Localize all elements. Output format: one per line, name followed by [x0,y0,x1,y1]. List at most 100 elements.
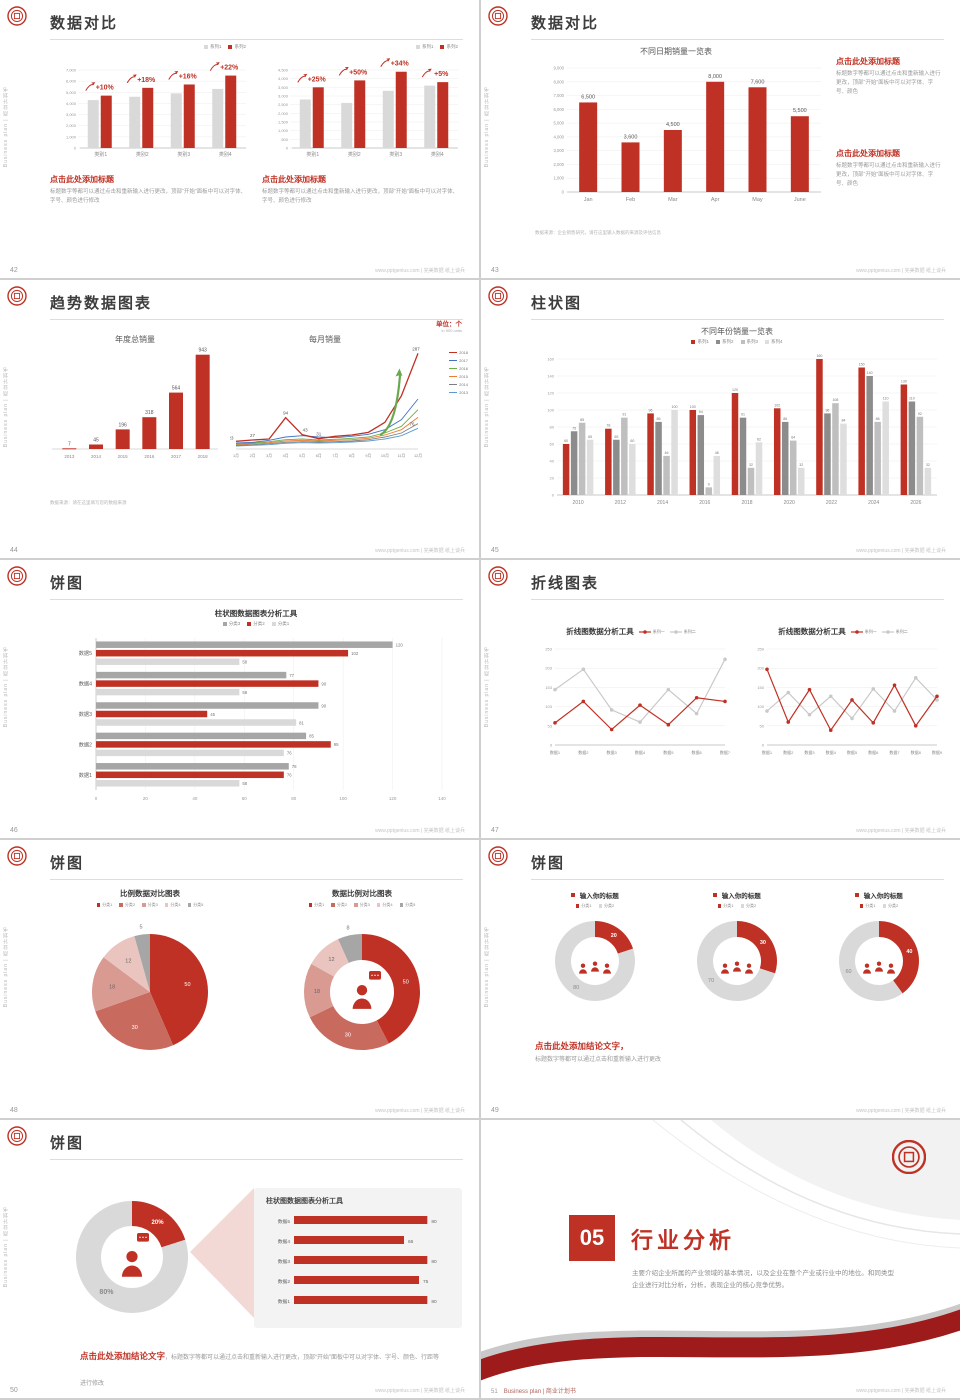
svg-text:60: 60 [630,439,634,443]
block-heading: 点击此处添加标题 [262,175,326,184]
title-underline [50,39,463,40]
block-body: 标题数字等都可以通过点击和重新输入进行更改，顶部“开始”面板中可以对字体、字号、… [262,189,459,204]
svg-text:Apr: Apr [711,197,720,203]
svg-text:2020: 2020 [784,500,795,506]
legend-label: 系列二 [683,628,696,634]
slide-title: 折线图表 [531,575,600,592]
svg-text:196: 196 [118,422,127,428]
watermark: www.pptgenius.com | 完美数据 纸上谈兵 [856,1108,946,1114]
slide-50[interactable]: Business plan | 商业计划书 饼图 50 www.pptgenius.c… [0,1120,479,1398]
legend-item: 系列1 [415,44,434,50]
legend-item: 分类3 [142,902,158,908]
svg-text:102: 102 [351,651,359,656]
grouped-bar-chart: 1601401201008060402006075856520107865916… [547,354,937,506]
svg-text:110: 110 [909,397,915,401]
legend-swatch [96,903,101,907]
svg-text:1,000: 1,000 [278,128,289,133]
slide-47[interactable]: Business plan | 商业计划书 折线图表 47 www.pptgenius… [481,560,960,838]
legend-item: 分类1 [859,903,876,909]
legend-item: 系列2 [228,44,246,50]
legend-item: 分类3 [354,902,370,908]
page-number: 45 [491,547,499,554]
sidebar-label: Business plan | 商业计划书 [3,1206,9,1288]
slide-title: 饼图 [50,575,85,592]
svg-text:数据5: 数据5 [847,749,858,755]
svg-text:102: 102 [774,403,780,407]
svg-text:Jan: Jan [584,197,593,203]
legend-swatch [859,904,864,908]
svg-text:2,000: 2,000 [278,111,289,116]
watermark: www.pptgenius.com | 完美数据 纸上谈兵 [375,268,465,274]
legend-swatch [691,340,696,344]
legend-swatch [740,340,745,344]
donut-panel: 输入你的标题 分类1 分类2 20 80 [531,890,659,1020]
slide-51[interactable]: 05 行业分析 主要介绍企业所属的产业领域的基本情况，以及企业在整个产业或行业中的地… [481,1120,960,1398]
seal-logo-wrap [488,286,508,311]
chart-header: 折线图数据分析工具 系列一 系列二 [531,626,731,637]
svg-text:32: 32 [749,463,753,467]
svg-text:84: 84 [841,419,845,423]
slide-43[interactable]: Business plan | 商业计划书 数据对比 43 www.pptgenius… [481,0,960,278]
legend-label: 2016 [459,366,468,371]
legend-item: 系列4 [765,339,783,345]
legend-label: 系列1 [421,44,434,49]
svg-text:85: 85 [309,734,314,739]
svg-text:45: 45 [210,712,215,717]
svg-text:数据1: 数据1 [762,749,773,755]
svg-text:100: 100 [690,405,696,409]
svg-text:3,600: 3,600 [624,134,638,140]
slide-content: 输入你的标题 分类1 分类2 20 80 输入你的标题 分类1 分类2 30 70 输入你的标题 分类… [531,888,943,1102]
annual-bar-chart: 7 2013 45 2014 196 2015 318 2016 564 2017 943 2018 [52,348,218,459]
slide-49[interactable]: Business plan | 商业计划书 饼图 49 www.pptgenius.c… [481,840,960,1118]
annual-panel: 年度总销量 7 2013 45 2014 196 2015 318 2016 564 2017 943… [50,334,220,478]
slide-48[interactable]: Business plan | 商业计划书 饼图 48 www.pptgenius.c… [0,840,479,1118]
title-underline [531,39,944,40]
legend-item: 分类2 [598,903,615,909]
svg-text:18: 18 [314,989,320,995]
slide-44[interactable]: Business plan | 商业计划书 趋势数据图表 44 www.pptgeni… [0,280,479,558]
svg-text:2016: 2016 [144,454,155,459]
legend-item: 分类1 [308,902,324,908]
slide-45[interactable]: Business plan | 商业计划书 柱状图 45 www.pptgenius.… [481,280,960,558]
slide-title: 柱状图 [531,295,583,312]
svg-text:May: May [752,197,763,203]
svg-text:3,000: 3,000 [554,148,565,153]
svg-text:数据4: 数据4 [79,680,92,688]
legend-label: 2017 [459,358,468,363]
svg-text:500: 500 [281,137,288,142]
svg-text:2,500: 2,500 [278,102,289,107]
legend-label: 2014 [459,382,468,387]
svg-text:80: 80 [573,985,579,991]
svg-text:4,000: 4,000 [66,101,77,106]
legend-item: 系列2 [440,44,458,50]
svg-text:564: 564 [172,386,181,392]
svg-text:数据5: 数据5 [278,1218,291,1225]
svg-text:2013: 2013 [64,454,75,459]
title-underline [531,319,944,320]
legend-label: 分类5 [405,902,416,907]
legend-label: 分类3 [359,902,370,907]
monthly-line-chart: 1月 2月 3月 4月 5月 6月 7月 8月 9月 10月 11月 12月 23 27 94 43 31 76 2… [228,346,422,458]
slide-46[interactable]: Business plan | 商业计划书 饼图 46 www.pptgenius.c… [0,560,479,838]
title-underline [50,599,463,600]
svg-text:0: 0 [762,743,765,748]
legend-item: 系列3 [740,339,758,345]
legend-label: 分类2 [604,903,615,908]
seal-logo-wrap [891,1139,927,1179]
svg-text:数据2: 数据2 [783,749,794,755]
legend-item: 分类1 [575,903,592,909]
svg-text:81: 81 [299,720,304,725]
svg-text:32: 32 [799,463,803,467]
seal-logo [488,566,508,586]
page-number: 51 [491,1389,498,1395]
legend-item: 分类2 [119,902,135,908]
svg-text:30: 30 [760,940,766,946]
legend-label: 分类1 [102,902,113,907]
line-chart-panel: 折线图数据分析工具 系列一 系列二 253 203 153 103 53 3 数据1 数据2 数据3 数… [531,626,731,778]
watermark: www.pptgenius.com | 完美数据 纸上谈兵 [375,828,465,834]
slide-42[interactable]: Business plan | 商业计划书 数据对比 42 www.pptgenius… [0,0,479,278]
legend-swatch [376,903,381,907]
chart-legend: 系列1 系列2 [203,44,246,50]
pie-chart: 50 30 18 12 8 [304,925,421,1051]
title-bullet [855,893,859,897]
